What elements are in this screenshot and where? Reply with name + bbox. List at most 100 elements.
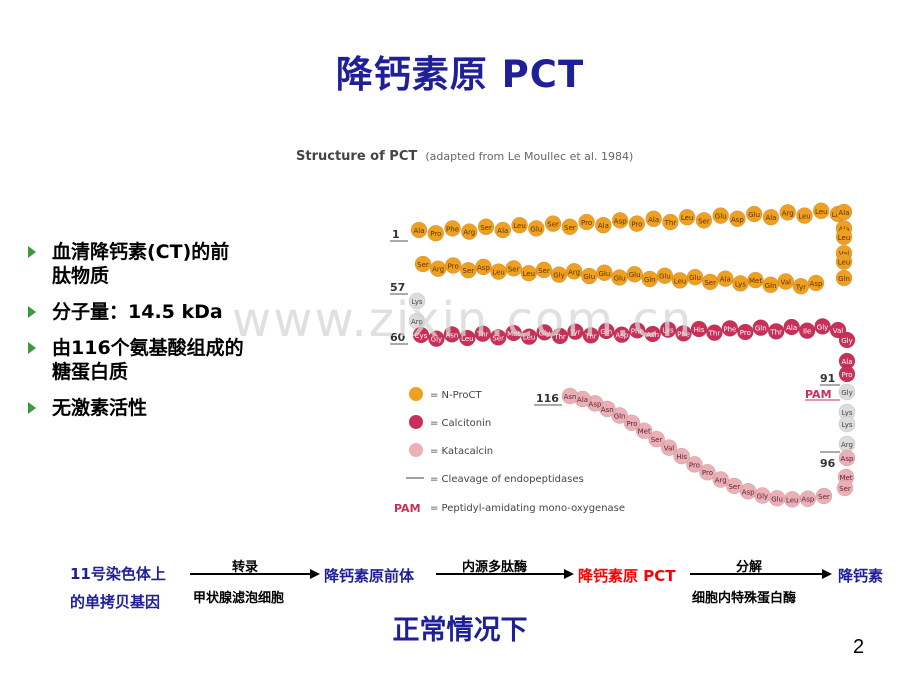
amino-acid-bead: Met: [505, 324, 522, 342]
amino-acid-bead-circle: [412, 326, 430, 344]
amino-acid-bead-circle: [428, 330, 445, 347]
flow-step1-sublabel: 甲状腺滤泡细胞: [193, 591, 285, 606]
amino-acid-label: Glu: [748, 211, 760, 219]
amino-acid-bead: Gly: [550, 266, 568, 283]
amino-acid-bead: Thr: [582, 327, 600, 344]
amino-acid-label: Lys: [411, 298, 422, 306]
amino-acid-bead: Glu: [596, 264, 613, 282]
amino-acid-label: Asp: [614, 217, 627, 225]
page-number: 2: [853, 636, 865, 658]
amino-acid-bead-circle: [550, 266, 568, 283]
amino-acid-bead: Ser: [535, 261, 553, 279]
amino-acid-bead-circle: [460, 223, 478, 240]
amino-acid-bead: Met: [635, 422, 653, 440]
flow-arrow-1: [190, 569, 320, 579]
amino-acid-label: Gly: [757, 492, 769, 500]
legend-katacalcin-swatch: [409, 443, 423, 457]
amino-acid-bead: Ala: [410, 221, 428, 239]
amino-acid-label: Ser: [480, 224, 492, 232]
amino-acid-bead: Pro: [444, 257, 462, 274]
amino-acid-bead: Ser: [477, 218, 495, 236]
amino-acid-bead: Asn: [644, 325, 661, 343]
amino-acid-label: Ser: [728, 483, 740, 491]
amino-acid-label: Gly: [431, 336, 443, 344]
amino-acid-bead: Glu: [745, 205, 763, 223]
amino-acid-bead: Asn: [561, 387, 579, 405]
amino-acid-bead: Val: [660, 439, 678, 456]
amino-acid-bead: Cys: [412, 326, 430, 344]
marker-pam: PAM: [805, 388, 832, 401]
amino-acid-label: Pro: [702, 469, 713, 477]
figure-title-source: (adapted from Le Moullec et al. 1984): [425, 150, 633, 163]
amino-acid-bead: Ala: [595, 216, 612, 234]
amino-acid-label: Pro: [740, 329, 751, 337]
amino-acid-bead: Phe: [444, 220, 461, 237]
amino-acid-label: Thr: [584, 332, 597, 340]
amino-acid-label: Arg: [568, 268, 580, 276]
amino-acid-label: Gln: [765, 282, 777, 290]
amino-acid-bead: Thr: [662, 213, 679, 231]
amino-acid-bead-circle: [660, 439, 678, 456]
amino-acid-bead: Glu: [712, 207, 729, 224]
bullet-arrow-icon: [28, 402, 36, 414]
bullet-text: 无激素活性: [52, 396, 147, 420]
amino-acid-bead: Gln: [641, 270, 659, 288]
amino-acid-bead-circle: [739, 482, 757, 500]
amino-acid-bead-circle: [474, 325, 492, 342]
bullet-item: 无激素活性: [28, 396, 298, 420]
amino-acid-bead: Ser: [544, 215, 562, 232]
marker-96: 96: [820, 457, 836, 470]
amino-acid-label: Gln: [644, 276, 656, 284]
amino-acid-label: Pro: [626, 420, 637, 428]
amino-acid-label: Gln: [838, 275, 850, 283]
amino-acid-label: Tyr: [569, 329, 580, 337]
amino-acid-bead: Gly: [536, 324, 553, 341]
amino-acid-bead-circle: [613, 326, 631, 343]
amino-acid-bead: Gln: [598, 322, 615, 340]
amino-acid-bead-circle: [410, 221, 428, 239]
amino-acid-bead: Leu: [520, 328, 538, 345]
amino-acid-bead-circle: [659, 321, 677, 338]
amino-acid-label: Leu: [838, 259, 851, 267]
amino-acid-bead: Arg: [460, 223, 478, 240]
amino-acid-label: Thr: [769, 328, 782, 336]
flow-step1-label: 转录: [232, 560, 259, 575]
amino-acid-bead: Gly: [838, 383, 856, 401]
amino-acid-label: Ser: [564, 224, 576, 232]
amino-acid-bead-circle: [582, 327, 600, 344]
amino-acid-label: Leu: [492, 269, 505, 277]
legend-katacalcin: = Katacalcin: [430, 446, 493, 457]
amino-acid-bead: Glu: [656, 267, 674, 284]
amino-acid-bead: Thr: [551, 327, 569, 345]
amino-acid-bead-circle: [678, 208, 696, 226]
amino-acid-label: Val: [781, 279, 792, 287]
amino-acid-label: Ser: [508, 265, 520, 273]
amino-acid-bead-circle: [701, 273, 719, 291]
amino-acid-label: Ala: [497, 227, 508, 235]
amino-acid-label: Arg: [411, 318, 423, 326]
amino-acid-label: Leu: [523, 334, 536, 342]
legend-calcitonin-swatch: [409, 415, 423, 429]
amino-acid-bead-circle: [838, 365, 856, 383]
amino-acid-bead-circle: [725, 477, 743, 495]
amino-acid-label: Asp: [810, 280, 823, 288]
amino-acid-bead: Pro: [737, 323, 754, 341]
bullet-line: 血清降钙素(CT)的前: [52, 241, 230, 263]
amino-acid-label: Pro: [631, 221, 642, 229]
amino-acid-bead: Asp: [838, 449, 856, 467]
flow-step3-sublabel: 细胞内特殊蛋白酶: [692, 591, 797, 606]
amino-acid-bead-circle: [528, 220, 545, 237]
amino-acid-bead: Glu: [768, 489, 786, 507]
amino-acid-bead: Ser: [836, 479, 854, 497]
amino-acid-bead-circle: [706, 324, 723, 341]
amino-acid-bead: Leu: [796, 207, 813, 224]
amino-acid-bead: Met: [747, 271, 764, 289]
amino-acid-label: Cys: [415, 332, 428, 340]
amino-acid-label: Leu: [815, 208, 828, 216]
amino-acid-bead: Asp: [613, 326, 631, 343]
amino-acid-label: Gly: [841, 337, 853, 345]
amino-acid-bead: Ala: [835, 203, 853, 221]
amino-acid-bead: Gly: [428, 330, 445, 347]
amino-acid-label: Ser: [704, 279, 716, 287]
amino-acid-label: Phe: [677, 330, 690, 338]
